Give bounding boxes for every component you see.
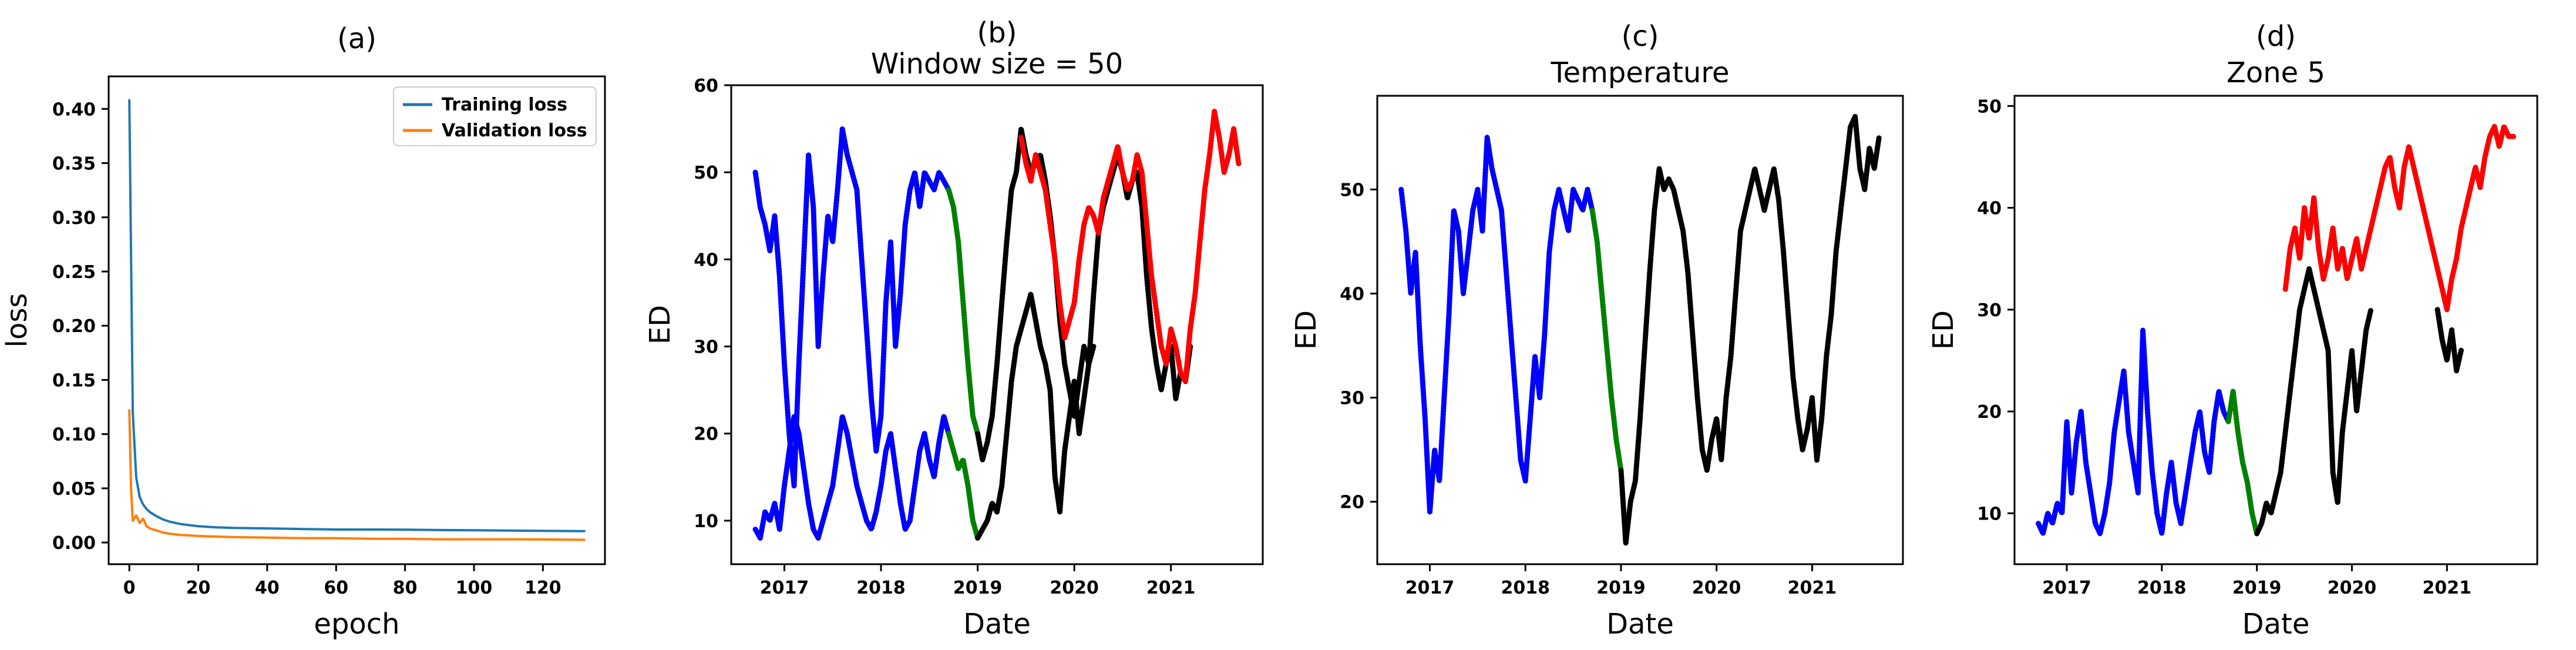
x-tick-label: 2018 — [1501, 578, 1550, 598]
series-line-test — [2434, 307, 2464, 374]
series-line-validation-loss — [128, 409, 586, 541]
x-tick-label: 2018 — [856, 578, 906, 598]
chart-subtitle: Temperature — [1550, 56, 1729, 89]
x-tick-label: 2019 — [953, 578, 1003, 598]
y-axis-label: ED — [644, 305, 677, 344]
panel-c: 2017 2018 2019 2020 2021 20 30 40 50 (c)Temperatu… — [1290, 20, 1904, 641]
x-tick-label: 80 — [393, 578, 418, 598]
series-line-validation — [946, 431, 981, 541]
y-tick-label: 10 — [694, 511, 718, 532]
x-tick-label: 60 — [324, 578, 348, 598]
x-tick-label: 20 — [186, 578, 211, 598]
panel-a: 0 20 40 60 80 100 120 0.00 0.05 0.10 0.15 0.20 0.25 0… — [1, 22, 606, 641]
legend: Training loss Validation loss — [393, 86, 597, 146]
series-line-test — [975, 292, 1097, 541]
y-tick-label: 20 — [694, 424, 718, 445]
y-tick-label: 10 — [1977, 504, 2002, 524]
legend-box — [393, 86, 597, 146]
y-tick-label: 0.15 — [52, 370, 96, 391]
y-tick-label: 50 — [1977, 96, 2002, 117]
x-axis-label: Date — [1606, 608, 1674, 641]
legend-label: Training loss — [442, 95, 567, 115]
x-tick-label: 2018 — [2137, 578, 2187, 598]
x-tick-label: 2019 — [1596, 578, 1646, 598]
y-tick-label: 0.10 — [52, 425, 96, 445]
y-tick-label: 40 — [694, 250, 718, 270]
y-tick-label: 20 — [1977, 402, 2002, 423]
x-tick-label: 100 — [456, 578, 493, 598]
axes-frame — [2013, 95, 2538, 565]
y-tick-label: 0.00 — [52, 533, 96, 554]
series-line-train — [1398, 135, 1595, 515]
panel-b: 2017 2018 2019 2020 2021 10 20 30 40 50 60 (b)Windo… — [644, 16, 1264, 641]
y-tick-label: 0.35 — [52, 154, 96, 175]
x-tick-label: 40 — [255, 578, 280, 598]
y-axis-label: ED — [1927, 310, 1960, 350]
y-tick-label: 0.25 — [52, 262, 96, 283]
legend-label: Validation loss — [442, 120, 587, 141]
chart-title: (c) — [1622, 20, 1659, 53]
y-tick-label: 30 — [1977, 300, 2002, 321]
x-axis-label: Date — [2242, 608, 2310, 641]
x-tick-label: 2017 — [1405, 578, 1455, 598]
y-tick-label: 60 — [694, 76, 718, 96]
x-tick-label: 2020 — [1692, 578, 1741, 598]
series-line-validation — [1589, 207, 1624, 474]
y-tick-label: 0.30 — [52, 208, 96, 229]
series-line-train — [752, 126, 951, 489]
series-line-validation — [946, 187, 981, 437]
x-tick-label: 2017 — [760, 578, 809, 598]
series-line-train — [752, 413, 951, 541]
y-tick-label: 40 — [1340, 284, 1364, 305]
chart-title: (d) — [2256, 20, 2296, 53]
x-tick-label: 2020 — [2328, 578, 2377, 598]
y-tick-label: 40 — [1977, 199, 2002, 219]
series-group — [128, 99, 586, 541]
y-axis-label: loss — [1, 293, 33, 348]
axes-frame — [107, 75, 606, 565]
y-tick-label: 30 — [1340, 388, 1364, 409]
x-tick-label: 2020 — [1050, 578, 1099, 598]
series-line-prediction — [2282, 123, 2516, 313]
series-line-test — [2254, 266, 2374, 537]
series-line-train — [2036, 327, 2231, 537]
y-tick-label: 30 — [694, 337, 718, 358]
x-axis-label: epoch — [314, 608, 399, 641]
series-group — [2036, 123, 2516, 537]
x-axis-label: Date — [963, 608, 1031, 641]
y-tick-label: 0.20 — [52, 316, 96, 337]
y-tick-label: 0.05 — [52, 479, 96, 500]
chart-title: (b) — [977, 16, 1017, 49]
series-line-validation — [2225, 388, 2260, 537]
series-line-training-loss — [128, 99, 586, 532]
series-group — [1398, 113, 1882, 547]
y-tick-label: 50 — [694, 163, 718, 183]
y-axis-label: ED — [1290, 310, 1323, 350]
series-group — [752, 109, 1242, 541]
chart-title: (a) — [337, 22, 376, 55]
y-tick-label: 20 — [1340, 492, 1364, 513]
x-tick-label: 2021 — [2423, 578, 2472, 598]
y-tick-label: 50 — [1340, 180, 1364, 200]
chart-subtitle: Zone 5 — [2227, 56, 2325, 89]
x-tick-label: 2021 — [1146, 578, 1196, 598]
x-tick-label: 2017 — [2042, 578, 2091, 598]
series-line-prediction — [1018, 109, 1242, 384]
y-tick-label: 0.40 — [52, 99, 96, 120]
axes-frame — [1376, 95, 1904, 565]
chart-subtitle: Window size = 50 — [871, 48, 1123, 81]
axes-frame — [730, 84, 1264, 565]
series-line-test — [975, 126, 1193, 463]
series-line-test — [1618, 113, 1882, 547]
x-tick-label: 2019 — [2232, 578, 2282, 598]
x-tick-label: 120 — [524, 578, 561, 598]
panel-d: 2017 2018 2019 2020 2021 10 20 30 40 50 (d)Zone 5 D… — [1927, 20, 2538, 641]
x-tick-label: 2021 — [1788, 578, 1837, 598]
x-tick-label: 0 — [123, 578, 136, 598]
